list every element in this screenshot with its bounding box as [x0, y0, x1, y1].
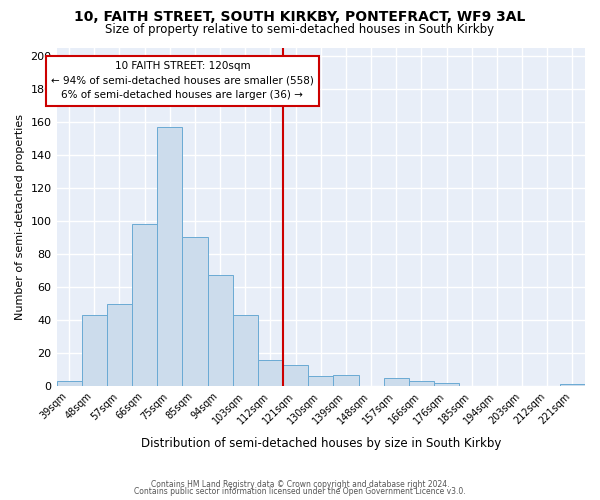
Text: 10 FAITH STREET: 120sqm
← 94% of semi-detached houses are smaller (558)
6% of se: 10 FAITH STREET: 120sqm ← 94% of semi-de… — [51, 60, 314, 100]
Text: 10, FAITH STREET, SOUTH KIRKBY, PONTEFRACT, WF9 3AL: 10, FAITH STREET, SOUTH KIRKBY, PONTEFRA… — [74, 10, 526, 24]
Text: Size of property relative to semi-detached houses in South Kirkby: Size of property relative to semi-detach… — [106, 22, 494, 36]
Bar — [383, 378, 409, 386]
Bar — [107, 304, 132, 386]
Bar — [233, 315, 258, 386]
Bar — [56, 381, 82, 386]
Bar — [560, 384, 585, 386]
Text: Contains public sector information licensed under the Open Government Licence v3: Contains public sector information licen… — [134, 488, 466, 496]
Bar — [258, 360, 283, 386]
Bar — [283, 364, 308, 386]
Bar — [132, 224, 157, 386]
X-axis label: Distribution of semi-detached houses by size in South Kirkby: Distribution of semi-detached houses by … — [140, 437, 501, 450]
Text: Contains HM Land Registry data © Crown copyright and database right 2024.: Contains HM Land Registry data © Crown c… — [151, 480, 449, 489]
Bar — [334, 374, 359, 386]
Bar — [208, 276, 233, 386]
Bar — [434, 383, 459, 386]
Bar — [409, 381, 434, 386]
Bar — [308, 376, 334, 386]
Bar — [182, 238, 208, 386]
Bar — [157, 127, 182, 386]
Bar — [82, 315, 107, 386]
Y-axis label: Number of semi-detached properties: Number of semi-detached properties — [15, 114, 25, 320]
